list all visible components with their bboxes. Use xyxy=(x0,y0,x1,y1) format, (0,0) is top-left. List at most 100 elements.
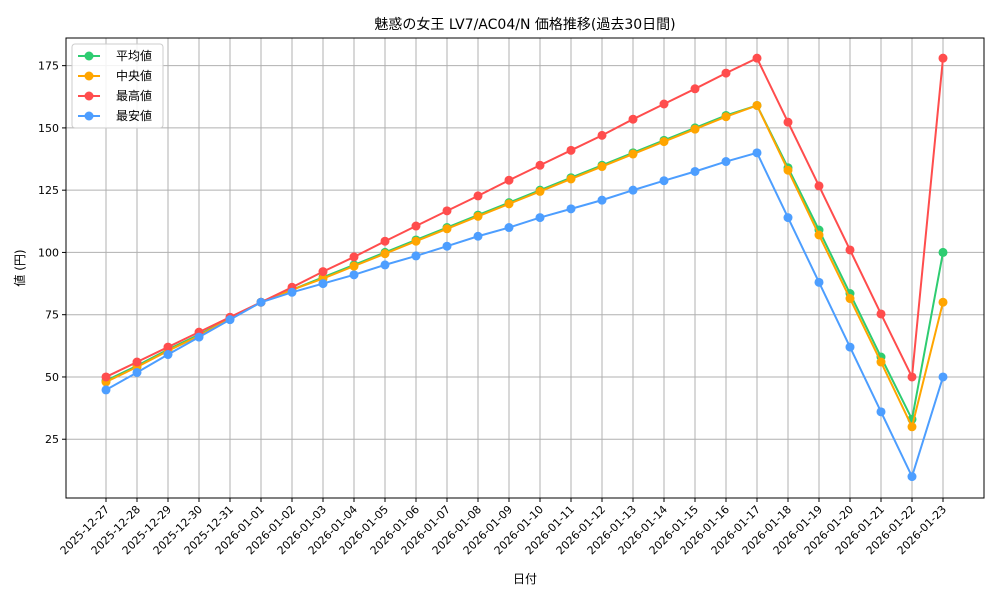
legend-label: 平均値 xyxy=(116,48,152,63)
data-point xyxy=(783,213,793,223)
legend-label: 中央値 xyxy=(116,68,152,83)
data-point xyxy=(938,372,948,382)
data-point xyxy=(907,422,917,432)
legend-marker xyxy=(84,51,94,61)
plot-frame xyxy=(65,37,985,499)
data-point xyxy=(690,124,700,134)
data-point xyxy=(349,270,359,280)
data-point xyxy=(659,137,669,147)
data-point xyxy=(783,165,793,175)
data-point xyxy=(380,236,390,246)
data-point xyxy=(225,315,235,325)
data-point xyxy=(721,157,731,167)
data-point xyxy=(659,176,669,186)
data-point xyxy=(287,287,297,297)
data-point xyxy=(256,297,266,307)
series-最高値 xyxy=(101,53,948,382)
data-point xyxy=(349,252,359,262)
data-point xyxy=(380,260,390,270)
data-point xyxy=(814,277,824,287)
data-point xyxy=(814,181,824,191)
data-point xyxy=(535,186,545,196)
data-point xyxy=(597,195,607,205)
data-point xyxy=(938,297,948,307)
data-point xyxy=(845,294,855,304)
data-point xyxy=(752,100,762,110)
series-平均値 xyxy=(101,100,948,424)
data-point xyxy=(752,53,762,63)
y-tick-label: 175 xyxy=(38,60,59,73)
data-point xyxy=(132,367,142,377)
chart-title: 魅惑の女王 LV7/AC04/N 価格推移(過去30日間) xyxy=(374,16,675,33)
data-point xyxy=(845,342,855,352)
y-axis-label: 値 (円) xyxy=(12,249,27,286)
data-point xyxy=(566,204,576,214)
legend-marker xyxy=(84,91,94,101)
y-tick-label: 150 xyxy=(38,122,59,135)
data-point xyxy=(628,149,638,159)
data-point xyxy=(783,117,793,127)
y-axis: 25 50 75 100 125 150 175 xyxy=(38,60,66,446)
data-point xyxy=(690,166,700,176)
legend-marker xyxy=(84,111,94,121)
grid xyxy=(66,38,984,498)
data-point xyxy=(876,357,886,367)
y-tick-label: 25 xyxy=(45,433,59,446)
data-point xyxy=(473,191,483,201)
x-axis-label: 日付 xyxy=(513,572,537,586)
x-axis: 2025-12-272025-12-282025-12-292025-12-30… xyxy=(58,498,949,557)
data-point xyxy=(473,231,483,241)
data-point xyxy=(504,199,514,209)
data-point xyxy=(504,175,514,185)
data-point xyxy=(163,350,173,360)
data-point xyxy=(535,160,545,170)
data-point xyxy=(101,385,111,395)
series-中央値 xyxy=(101,100,948,432)
series-line xyxy=(105,104,944,430)
data-point xyxy=(101,372,111,382)
legend-label: 最高値 xyxy=(116,88,152,103)
data-point xyxy=(907,372,917,382)
data-point xyxy=(411,221,421,231)
series-line xyxy=(105,151,944,480)
data-point xyxy=(597,162,607,172)
data-point xyxy=(380,249,390,259)
data-point xyxy=(411,236,421,246)
data-point xyxy=(938,247,948,257)
legend-label: 最安値 xyxy=(116,108,152,123)
data-point xyxy=(442,206,452,216)
data-point xyxy=(318,279,328,289)
data-point xyxy=(938,53,948,63)
data-point xyxy=(349,261,359,271)
data-point xyxy=(752,148,762,158)
data-point xyxy=(566,174,576,184)
data-point xyxy=(907,472,917,482)
data-point xyxy=(132,357,142,367)
data-point xyxy=(628,114,638,124)
y-tick-label: 75 xyxy=(45,309,59,322)
data-point xyxy=(876,309,886,319)
data-point xyxy=(566,145,576,155)
data-point xyxy=(442,224,452,234)
legend-marker xyxy=(84,71,94,81)
data-point xyxy=(411,251,421,261)
data-point xyxy=(194,332,204,342)
data-point xyxy=(628,185,638,195)
y-tick-label: 50 xyxy=(45,371,59,384)
y-tick-label: 125 xyxy=(38,184,59,197)
data-point xyxy=(597,130,607,140)
data-point xyxy=(318,267,328,277)
data-point xyxy=(473,211,483,221)
data-point xyxy=(845,245,855,255)
series-line xyxy=(105,56,944,381)
series-最安値 xyxy=(101,148,948,482)
data-point xyxy=(814,230,824,240)
data-point xyxy=(721,112,731,122)
data-point xyxy=(721,68,731,78)
data-point xyxy=(504,223,514,233)
legend-box xyxy=(71,43,164,129)
data-point xyxy=(876,407,886,417)
data-point xyxy=(535,213,545,223)
